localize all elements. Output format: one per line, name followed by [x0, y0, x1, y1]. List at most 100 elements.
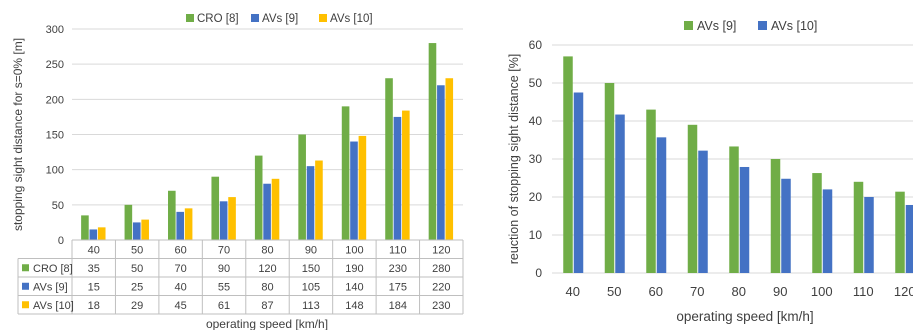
x-tick-label: 110 — [389, 245, 407, 257]
table-cell: 70 — [174, 263, 186, 275]
bar — [306, 166, 315, 240]
y-tick-label: 200 — [46, 94, 64, 106]
bar — [184, 208, 193, 240]
y-tick-label: 30 — [529, 152, 543, 166]
bar — [385, 78, 393, 240]
y-tick-label: 20 — [529, 190, 543, 204]
bar — [219, 201, 228, 240]
bar — [646, 109, 656, 273]
x-tick-label: 60 — [649, 284, 663, 299]
y-axis-title: stopping sight distance for s=0% [m] — [11, 38, 25, 231]
x-tick-label: 90 — [773, 284, 787, 299]
y-tick-label: 250 — [46, 59, 64, 71]
table-cell: 140 — [345, 281, 363, 293]
bar — [228, 197, 236, 240]
legend-swatch — [186, 14, 194, 22]
bar — [781, 178, 791, 273]
bar — [298, 134, 306, 240]
legend-swatch — [684, 21, 693, 30]
x-tick-label: 70 — [690, 284, 704, 299]
bar — [563, 56, 573, 274]
x-tick-label: 110 — [853, 284, 874, 299]
table-cell: 90 — [218, 263, 230, 275]
bar — [263, 183, 271, 240]
table-cell: 55 — [218, 281, 230, 293]
table-cell: 61 — [218, 300, 230, 312]
table-cell: 87 — [261, 300, 273, 312]
bar — [687, 124, 698, 273]
table-cell: 148 — [345, 300, 363, 312]
bar — [81, 215, 89, 240]
bar — [864, 197, 874, 273]
bar — [853, 181, 864, 273]
bar — [132, 222, 141, 240]
bar — [97, 227, 106, 240]
bar — [211, 176, 220, 240]
table-cell: 150 — [302, 263, 320, 275]
legend-key — [22, 264, 29, 272]
table-cell: 230 — [432, 300, 450, 312]
table-cell: 280 — [432, 263, 450, 275]
x-tick-label: 100 — [345, 245, 363, 257]
bar — [176, 211, 185, 240]
table-cell: 105 — [302, 281, 320, 293]
table-cell: 29 — [131, 300, 143, 312]
table-cell: 120 — [258, 263, 276, 275]
bar — [812, 173, 822, 273]
x-tick-label: 70 — [218, 245, 230, 257]
table-cell: 35 — [88, 263, 100, 275]
table-cell: 190 — [345, 263, 363, 275]
bar — [729, 146, 739, 273]
y-tick-label: 100 — [46, 165, 64, 177]
legend-label: AVs [9] — [262, 13, 298, 25]
bar — [437, 85, 445, 241]
legend-label: AVs [10] — [330, 13, 373, 25]
table-cell: 40 — [174, 281, 186, 293]
x-axis-title: operating speed [km/h] — [206, 317, 328, 330]
legend-swatch — [319, 14, 327, 22]
legend-key — [22, 301, 29, 309]
bar — [895, 191, 905, 273]
y-tick-label: 10 — [529, 228, 543, 242]
x-tick-label: 50 — [131, 245, 143, 257]
bar — [393, 116, 402, 240]
bar — [141, 219, 149, 240]
y-tick-label: 300 — [46, 24, 64, 36]
y-tick-label: 0 — [58, 235, 64, 247]
reduction-chart: 0 10 20 30 40 50 60 40 50 60 70 80 90 100 110 120 AVs [9… — [507, 19, 913, 324]
x-tick-label: 90 — [305, 245, 317, 257]
bar — [573, 92, 584, 273]
bar — [341, 106, 350, 240]
y-axis-title: reuction of stopping sight distance [%] — [507, 54, 521, 265]
table-cell: 50 — [131, 263, 143, 275]
bar — [739, 166, 750, 273]
table-cell: 25 — [131, 281, 143, 293]
bar — [168, 190, 176, 240]
bar — [656, 137, 667, 273]
legend-swatch — [758, 21, 767, 30]
x-tick-label: 40 — [88, 245, 100, 257]
table-cell: 113 — [302, 300, 320, 312]
x-axis-title: operating speed [km/h] — [676, 309, 813, 324]
table-cell: 184 — [389, 300, 407, 312]
y-tick-label: 150 — [46, 130, 64, 142]
table-cell: 80 — [261, 281, 273, 293]
x-tick-label: 60 — [174, 245, 186, 257]
legend-key — [22, 282, 29, 290]
table-cell: 15 — [88, 281, 100, 293]
legend-swatch — [251, 14, 259, 22]
legend-label: CRO [8] — [197, 13, 239, 25]
table-cell: 220 — [432, 281, 450, 293]
bar — [315, 160, 323, 240]
bar — [698, 150, 708, 273]
x-tick-label: 50 — [607, 284, 621, 299]
y-tick-label: 40 — [529, 114, 543, 128]
table-series-label: CRO [8] — [33, 263, 73, 275]
x-tick-label: 120 — [894, 284, 913, 299]
y-tick-label: 50 — [529, 76, 543, 90]
table-cell: 45 — [174, 300, 186, 312]
x-tick-label: 80 — [732, 284, 746, 299]
table-series-label: AVs [10] — [33, 300, 74, 312]
bar — [445, 78, 454, 240]
